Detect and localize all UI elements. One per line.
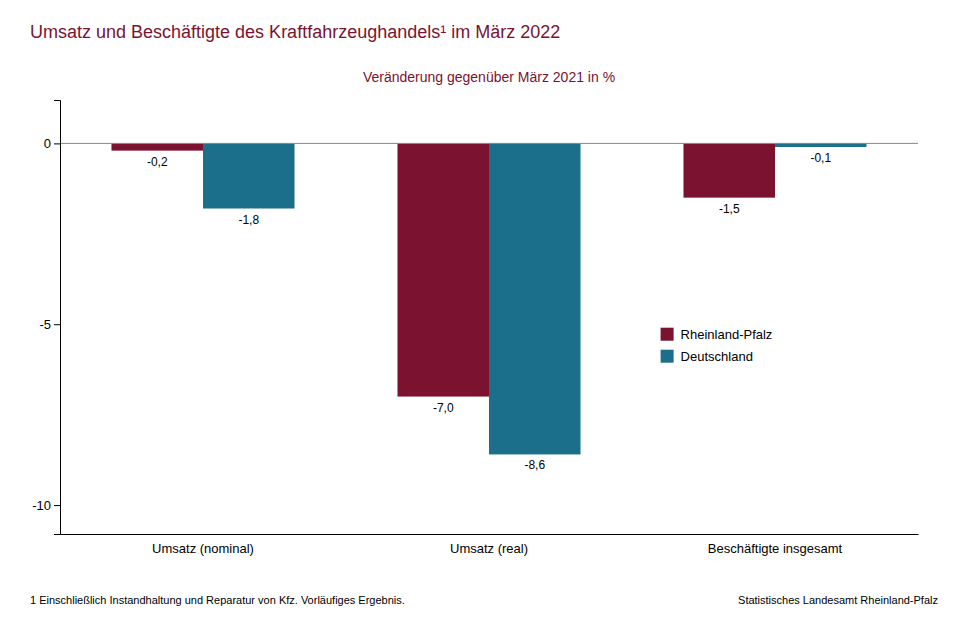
axis-line bbox=[61, 534, 919, 535]
source: Statistisches Landesamt Rheinland-Pfalz bbox=[738, 594, 938, 606]
data-label: -8,6 bbox=[524, 458, 545, 472]
tick: Umsatz (nominal) bbox=[152, 541, 254, 556]
bar bbox=[683, 143, 775, 197]
legend-label: Rheinland-Pfalz bbox=[681, 327, 773, 342]
bar bbox=[489, 143, 581, 454]
tick-label: -5 bbox=[39, 317, 51, 332]
bars bbox=[111, 143, 866, 454]
bar bbox=[397, 143, 489, 396]
data-labels: -0,2 -7,0 -1,5 -1,8 -8,6 -0,1 bbox=[147, 151, 832, 472]
tick-mark bbox=[54, 505, 60, 506]
tick-label: -10 bbox=[32, 498, 51, 513]
subtitle: Veränderung gegenüber März 2021 in % bbox=[363, 69, 615, 85]
footnote: 1 Einschließlich Instandhaltung und Repa… bbox=[30, 594, 405, 606]
data-label: -0,2 bbox=[147, 155, 168, 169]
bar bbox=[111, 143, 203, 150]
x-axis: Umsatz (nominal) Umsatz (real) Beschäftigt… bbox=[61, 535, 919, 557]
legend-item: Rheinland-Pfalz bbox=[661, 327, 773, 342]
tick: -5 bbox=[39, 317, 60, 332]
data-label: -1,8 bbox=[238, 213, 259, 227]
y-axis: 0 -5 -10 bbox=[32, 101, 60, 535]
zero-line bbox=[60, 143, 918, 144]
legend-label: Deutschland bbox=[681, 349, 753, 364]
legend-item: Deutschland bbox=[661, 349, 753, 364]
tick-mark bbox=[54, 143, 60, 144]
title: Umsatz und Beschäftigte des Kraftfahrzeu… bbox=[30, 22, 560, 42]
tick-label: Umsatz (real) bbox=[450, 541, 528, 556]
data-label: -7,0 bbox=[433, 401, 454, 415]
data-label: -0,1 bbox=[810, 151, 831, 165]
tick-label: Beschäftigte insgesamt bbox=[708, 541, 843, 556]
legend: Rheinland-Pfalz Deutschland bbox=[661, 327, 773, 364]
axis-line bbox=[54, 101, 61, 535]
tick: Beschäftigte insgesamt bbox=[708, 541, 843, 556]
legend-swatch bbox=[661, 328, 674, 341]
bar bbox=[775, 143, 867, 147]
tick-label: Umsatz (nominal) bbox=[152, 541, 254, 556]
tick-mark bbox=[54, 324, 60, 325]
data-label: -1,5 bbox=[719, 202, 740, 216]
bar bbox=[203, 143, 295, 208]
tick-label: 0 bbox=[44, 136, 51, 151]
tick: Umsatz (real) bbox=[450, 541, 528, 556]
chart: Umsatz und Beschäftigte des Kraftfahrzeu… bbox=[0, 0, 958, 629]
legend-swatch bbox=[661, 350, 674, 363]
tick: 0 bbox=[44, 136, 60, 151]
tick: -10 bbox=[32, 498, 60, 513]
plot: Veränderung gegenüber März 2021 in % -0,2… bbox=[32, 69, 918, 556]
